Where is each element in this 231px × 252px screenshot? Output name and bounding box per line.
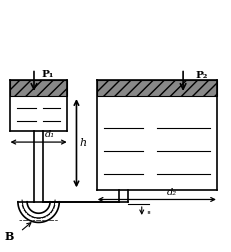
Bar [97,80,216,96]
Text: h: h [80,138,87,148]
Text: P₂: P₂ [195,71,207,80]
Text: d₂: d₂ [166,188,176,197]
Text: P₁: P₁ [41,70,54,79]
Bar [10,80,67,96]
Text: d₁: d₁ [44,130,55,139]
Text: '': '' [146,211,151,220]
Text: B: B [4,231,13,242]
